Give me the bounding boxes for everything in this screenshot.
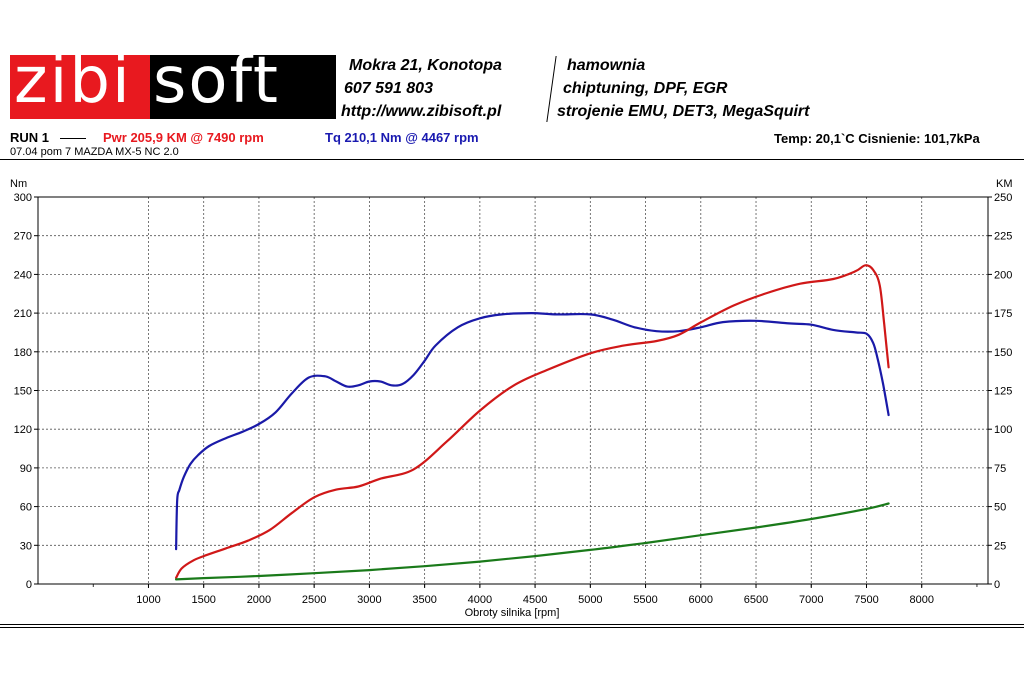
x-tick-label: 1000 <box>136 594 160 606</box>
chart-ticks: 1000 1500 2000 2500 3000 3500 4000 4500 5000 5500… <box>14 192 1013 606</box>
torque-summary: Tq 210,1 Nm @ 4467 rpm <box>325 130 479 145</box>
service-line-1: hamownia <box>567 57 646 74</box>
chart-frame <box>37 196 989 585</box>
y-left-tick-label: 0 <box>26 579 32 591</box>
logo-text-zibi: zibi <box>14 55 132 118</box>
y-left-tick-label: 150 <box>14 386 32 398</box>
footer-rule-2 <box>0 627 1024 628</box>
x-tick-label: 1500 <box>191 594 215 606</box>
power-summary: Pwr 205,9 KM @ 7490 rpm <box>103 130 264 145</box>
service-line-3: strojenie EMU, DET3, MegaSquirt <box>557 103 810 120</box>
chart-grid <box>38 197 988 584</box>
address-line-1: Mokra 21, Konotopa <box>349 57 502 74</box>
footer-rule-1 <box>0 624 1024 625</box>
y-right-tick-label: 25 <box>994 540 1006 552</box>
y-left-tick-label: 60 <box>20 502 32 514</box>
phone-number: 607 591 803 <box>344 80 433 97</box>
y-axis-label-right: KM <box>996 178 1013 190</box>
y-left-tick-label: 210 <box>14 308 32 320</box>
chart-series <box>175 264 890 581</box>
website-link[interactable]: http://www.zibisoft.pl <box>341 103 502 120</box>
x-tick-label: 7500 <box>854 594 878 606</box>
x-tick-label: 5000 <box>578 594 602 606</box>
header-rule <box>0 159 1024 160</box>
run-legend-line <box>60 138 86 139</box>
plot-frame <box>37 196 989 585</box>
x-tick-label: 4000 <box>468 594 492 606</box>
y-right-tick-label: 50 <box>994 502 1006 514</box>
y-right-tick-label: 225 <box>994 231 1012 243</box>
y-left-tick-label: 300 <box>14 192 32 204</box>
torque-curve <box>175 312 890 551</box>
logo-text-soft: soft <box>153 55 280 118</box>
y-right-tick-label: 250 <box>994 192 1012 204</box>
y-axis-label-left: Nm <box>10 178 27 190</box>
power-curve <box>175 264 890 579</box>
x-tick-label: 2500 <box>302 594 326 606</box>
y-right-tick-label: 0 <box>994 579 1000 591</box>
conditions-summary: Temp: 20,1`C Cisnienie: 101,7kPa <box>774 131 980 146</box>
y-right-tick-label: 100 <box>994 424 1012 436</box>
x-tick-label: 5500 <box>633 594 657 606</box>
y-right-tick-label: 175 <box>994 308 1012 320</box>
x-tick-label: 8000 <box>909 594 933 606</box>
run-description: 07.04 pom 7 MAZDA MX-5 NC 2.0 <box>10 146 179 158</box>
green-curve <box>175 502 890 581</box>
run-label: RUN 1 <box>10 130 50 145</box>
y-right-tick-label: 125 <box>994 386 1012 398</box>
x-tick-label: 3000 <box>357 594 381 606</box>
y-left-tick-label: 180 <box>14 347 32 359</box>
x-tick-label: 7000 <box>799 594 823 606</box>
x-tick-label: 6500 <box>744 594 768 606</box>
y-right-tick-label: 75 <box>994 463 1006 475</box>
x-tick-label: 6000 <box>689 594 713 606</box>
y-left-tick-label: 240 <box>14 269 32 281</box>
service-line-2: chiptuning, DPF, EGR <box>563 80 728 97</box>
x-tick-label: 4500 <box>523 594 547 606</box>
y-right-tick-label: 150 <box>994 347 1012 359</box>
logo-dark-block <box>150 55 336 119</box>
y-left-tick-label: 270 <box>14 231 32 243</box>
x-axis-label: Obroty silnika [rpm] <box>465 607 560 619</box>
x-tick-label: 3500 <box>412 594 436 606</box>
y-right-tick-label: 200 <box>994 269 1012 281</box>
y-left-tick-label: 90 <box>20 463 32 475</box>
y-left-tick-label: 30 <box>20 540 32 552</box>
y-left-tick-label: 120 <box>14 424 32 436</box>
zibisoft-logo: zibi soft <box>10 55 336 119</box>
x-tick-label: 2000 <box>247 594 271 606</box>
